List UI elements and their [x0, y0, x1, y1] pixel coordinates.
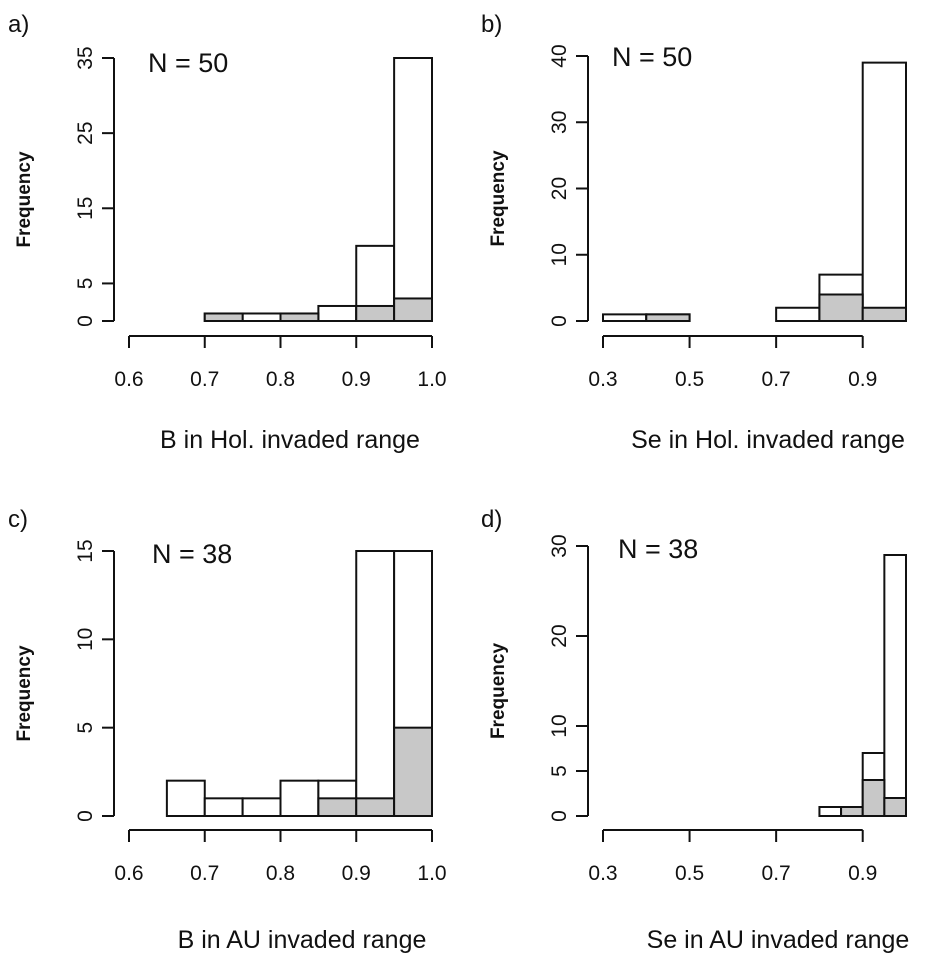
y-axis-title: Frequency — [14, 151, 35, 248]
total-bar-3 — [317, 304, 358, 323]
panel-d: 0.3 0.5 0.7 0.9 0 5 10 20 30 Se in AU invaded ran… — [481, 506, 909, 954]
y-tick-label: 5 — [74, 278, 97, 290]
sample-size-annotation: N = 50 — [148, 48, 228, 78]
sample-size-annotation: N = 50 — [612, 42, 692, 72]
total-bar-0 — [818, 806, 843, 817]
y-tick-label: 15 — [74, 197, 97, 220]
sample-size-annotation: N = 38 — [618, 534, 698, 564]
y-axis-title: Frequency — [14, 645, 35, 742]
x-tick-label: 0.9 — [848, 368, 877, 391]
panel-label: c) — [8, 506, 28, 533]
x-axis-title: B in AU invaded range — [178, 926, 427, 954]
x-tick-label: 0.7 — [190, 862, 219, 885]
total-bar-0 — [165, 779, 206, 818]
subset-bar-6 — [861, 306, 908, 322]
total-bar-5 — [355, 550, 396, 817]
subset-bar-4 — [317, 797, 358, 817]
subset-bar-3 — [883, 797, 907, 817]
x-axis-title: B in Hol. invaded range — [160, 426, 420, 454]
x-tick-label: 0.3 — [588, 368, 617, 391]
y-tick-label: 40 — [548, 44, 571, 67]
x-tick-label: 0.6 — [114, 862, 143, 885]
x-tick-label: 1.0 — [417, 862, 446, 885]
total-bar-5 — [393, 57, 433, 322]
total-bar-0 — [602, 313, 648, 322]
y-tick-label: 25 — [74, 121, 97, 144]
x-tick-label: 0.7 — [190, 368, 219, 391]
x-tick-label: 0.9 — [848, 862, 877, 885]
y-tick-label: 20 — [548, 177, 571, 200]
x-tick-label: 1.0 — [417, 368, 446, 391]
subset-bar-0 — [203, 312, 244, 323]
x-tick-label: 0.7 — [762, 862, 791, 885]
x-axis-title: Se in Hol. invaded range — [631, 426, 905, 454]
y-tick-label: 10 — [548, 714, 571, 737]
y-tick-label: 0 — [74, 315, 97, 327]
y-tick-label: 20 — [548, 624, 571, 647]
subset-bar-5 — [355, 797, 396, 817]
x-tick-label: 0.8 — [266, 862, 295, 885]
y-tick-label: 0 — [548, 810, 571, 822]
subset-bar-1 — [645, 313, 691, 322]
x-tick-label: 0.6 — [114, 368, 143, 391]
y-axis-title: Frequency — [488, 150, 509, 247]
total-bar-1 — [203, 797, 244, 817]
panel-label: d) — [481, 506, 502, 533]
sample-size-annotation: N = 38 — [152, 539, 232, 569]
y-tick-label: 10 — [74, 628, 97, 651]
x-tick-label: 0.9 — [342, 368, 371, 391]
x-tick-label: 0.7 — [762, 368, 791, 391]
total-bar-2 — [241, 797, 282, 817]
x-tick-label: 0.3 — [588, 862, 617, 885]
y-tick-label: 0 — [74, 810, 97, 822]
y-tick-label: 35 — [74, 46, 97, 69]
total-bar-3 — [883, 554, 907, 817]
x-tick-label: 0.5 — [675, 368, 704, 391]
y-tick-label: 10 — [548, 243, 571, 266]
y-tick-label: 5 — [548, 765, 571, 777]
x-tick-label: 0.9 — [342, 862, 371, 885]
y-tick-label: 0 — [548, 315, 571, 327]
subset-bar-5 — [818, 293, 864, 322]
x-axis-title: Se in AU invaded range — [647, 926, 910, 954]
panel-label: a) — [8, 11, 29, 38]
subset-bar-2 — [861, 779, 886, 817]
total-bar-6 — [861, 61, 908, 322]
y-tick-label: 15 — [74, 539, 97, 562]
panel-label: b) — [481, 11, 502, 38]
subset-bar-5 — [393, 297, 433, 323]
x-tick-label: 0.8 — [266, 368, 295, 391]
y-axis-title: Frequency — [488, 643, 509, 740]
panel-a: 0.6 0.7 0.8 0.9 1.0 0 5 15 25 35 B in Hol. invaded… — [8, 11, 447, 454]
subset-bar-4 — [355, 304, 396, 323]
total-bar-3 — [279, 779, 320, 818]
total-bar-4 — [775, 306, 821, 322]
subset-bar-1 — [840, 806, 864, 817]
x-tick-label: 0.5 — [675, 862, 704, 885]
total-bar-1 — [241, 312, 282, 323]
y-tick-label: 30 — [548, 111, 571, 134]
y-tick-label: 5 — [74, 722, 97, 734]
y-tick-label: 30 — [548, 534, 571, 557]
subset-bar-6 — [393, 726, 433, 818]
subset-bar-2 — [279, 312, 320, 323]
panel-b: 0.3 0.5 0.7 0.9 0 10 20 30 40 Se in Hol. invaded … — [481, 11, 908, 454]
panel-c: 0.6 0.7 0.8 0.9 1.0 0 5 10 15 B in AU invaded ran… — [8, 506, 447, 954]
